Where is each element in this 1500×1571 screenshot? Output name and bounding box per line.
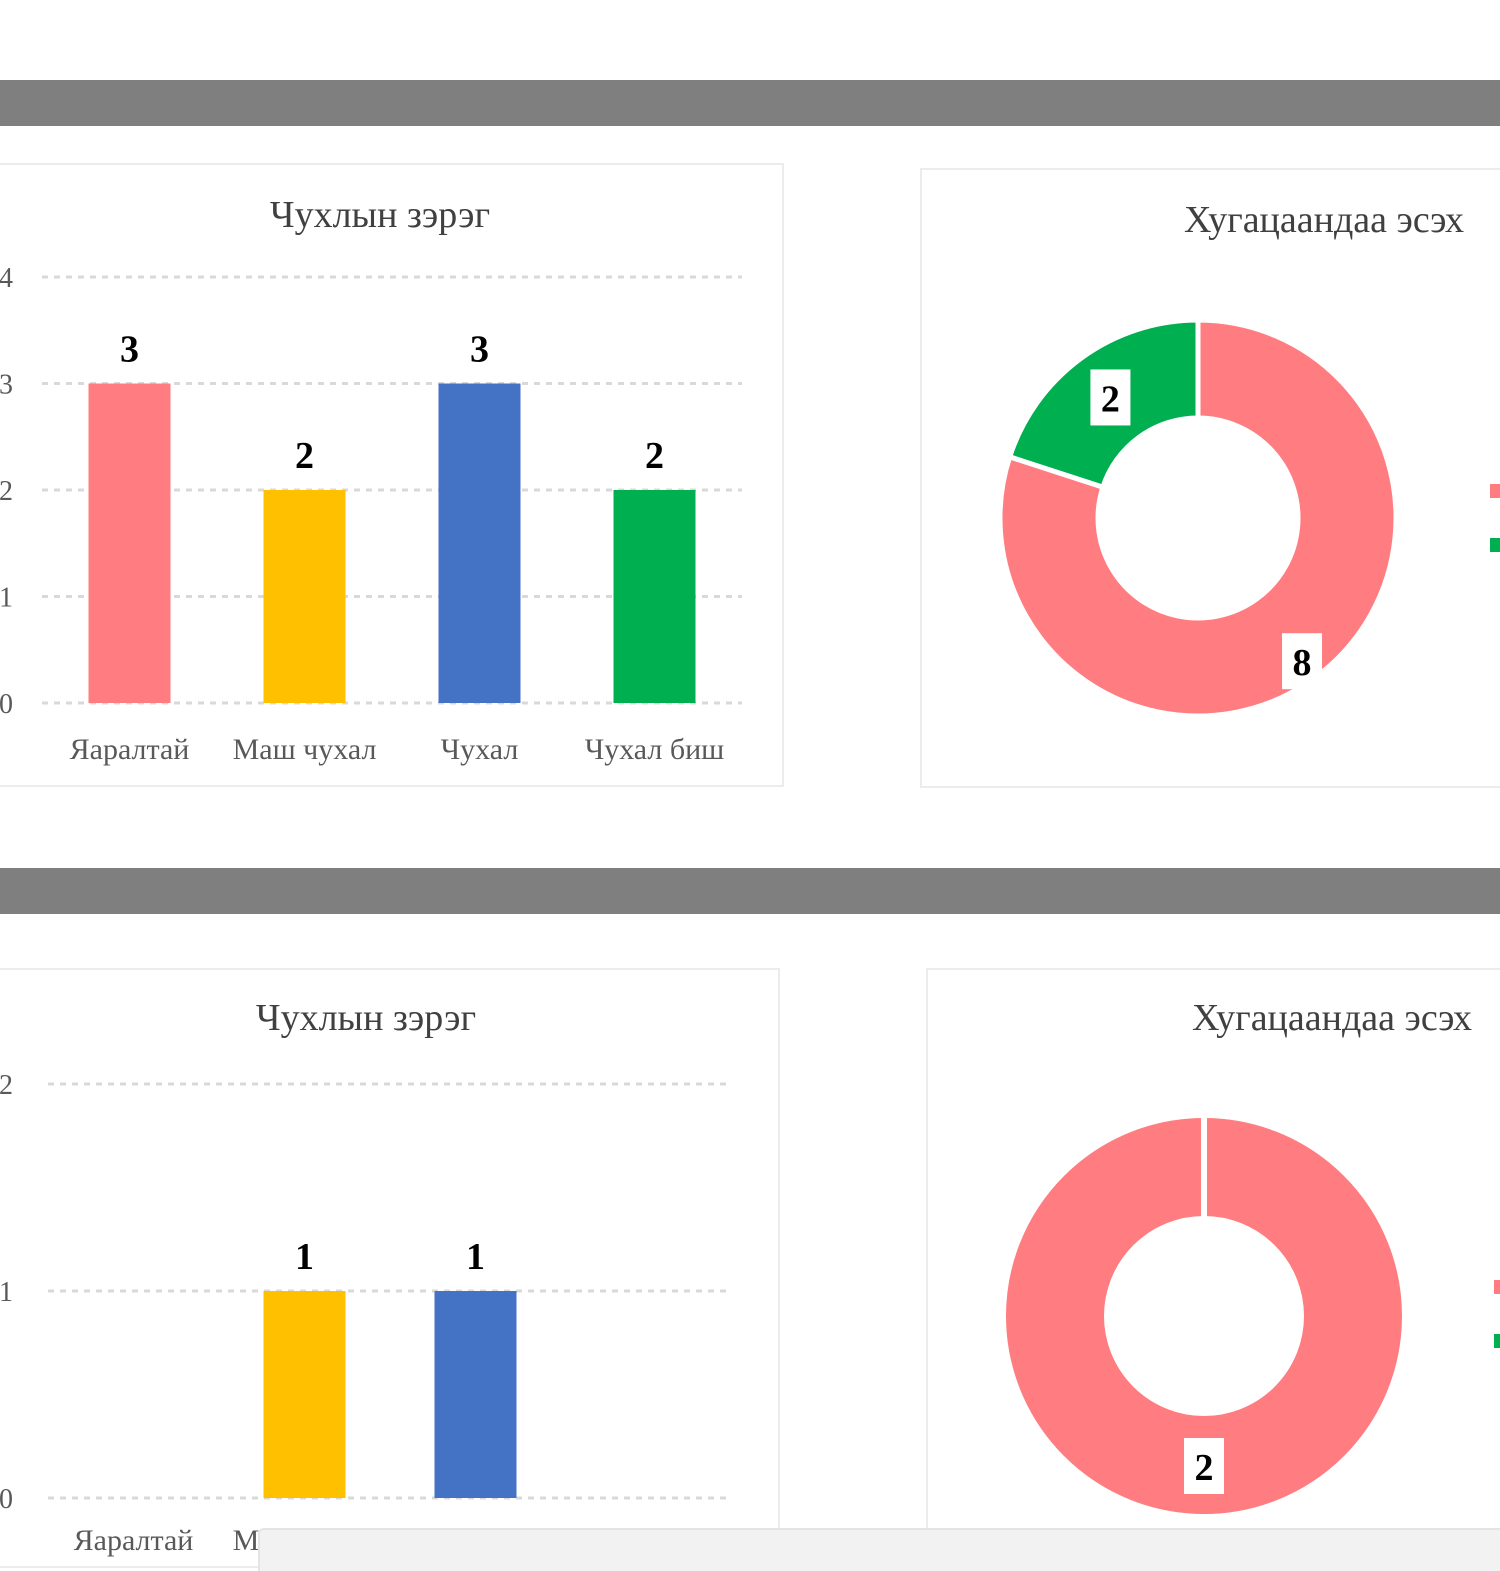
bar-chart-1: Чухлын зэрэг 0 1 2 3 4 3 Яаралтай 2 Маш чухал 3 Чух… (0, 194, 742, 766)
data-label: 8 (1293, 642, 1312, 684)
category-label: Маш чухал (233, 733, 377, 766)
section-divider-2 (0, 868, 1500, 914)
category-label: Яаралтай (74, 1524, 194, 1557)
legend-swatch-1 (1494, 1280, 1500, 1294)
legend-swatch-2 (1494, 1334, 1500, 1348)
y-tick-label: 1 (0, 1277, 13, 1308)
data-label: 2 (295, 435, 314, 477)
y-tick-label: 1 (0, 583, 13, 614)
legend-swatch-2 (1490, 538, 1500, 552)
data-label: 1 (466, 1236, 485, 1278)
chart-title: Хугацаандаа эсэх (1184, 199, 1464, 241)
category-label: Яаралтай (70, 733, 190, 766)
section-divider-1 (0, 80, 1500, 126)
y-tick-label: 0 (0, 689, 13, 720)
bar-chart-card-1: Чухлын зэрэг 0 1 2 3 4 3 Яаралтай 2 Маш чухал 3 Чух… (0, 163, 784, 787)
donut-chart-card-2: Хугацаандаа эсэх 2 (926, 968, 1500, 1568)
data-label: 3 (470, 329, 489, 371)
bar-1 (88, 383, 171, 703)
y-tick-label: 3 (0, 370, 13, 401)
chart-title: Чухлын зэрэг (270, 194, 490, 236)
bar-2 (263, 490, 346, 703)
bar-chart-card-2: Чухлын зэрэг012Яаралтай1Маш чухал1ЧухалЧ… (0, 968, 780, 1568)
data-label: 1 (295, 1236, 314, 1278)
data-label: 2 (645, 435, 664, 477)
y-tick-label: 0 (0, 1484, 13, 1515)
data-label-box (1282, 633, 1323, 690)
data-label-box (1090, 369, 1131, 426)
donut-chart-card-1: Хугацаандаа эсэх 8 2 (920, 168, 1500, 788)
bar-chart-2: Чухлын зэрэг012Яаралтай1Маш чухал1ЧухалЧ… (0, 997, 732, 1557)
bar-4 (613, 490, 696, 703)
donut-chart-2: Хугацаандаа эсэх 2 (1006, 997, 1500, 1514)
y-tick-label: 4 (0, 263, 13, 294)
category-label: Чухал биш (585, 733, 725, 766)
legend-swatch-1 (1490, 484, 1500, 498)
data-label: 2 (1101, 378, 1120, 420)
data-label: 3 (120, 329, 139, 371)
chart-title: Чухлын зэрэг (256, 997, 476, 1039)
donut-slice-1 (997, 317, 1399, 719)
donut-chart-1: Хугацаандаа эсэх 8 2 (997, 199, 1500, 719)
chart-title: Хугацаандаа эсэх (1192, 997, 1472, 1039)
bar-3 (438, 383, 521, 703)
bar-2 (263, 1291, 346, 1498)
data-label-box (1184, 1438, 1224, 1494)
data-label: 2 (1195, 1447, 1214, 1489)
category-label: Чухал (441, 733, 519, 766)
bar-3 (434, 1291, 517, 1498)
window-bottom-strip (258, 1528, 1500, 1571)
y-tick-label: 2 (0, 1070, 13, 1101)
y-tick-label: 2 (0, 476, 13, 507)
